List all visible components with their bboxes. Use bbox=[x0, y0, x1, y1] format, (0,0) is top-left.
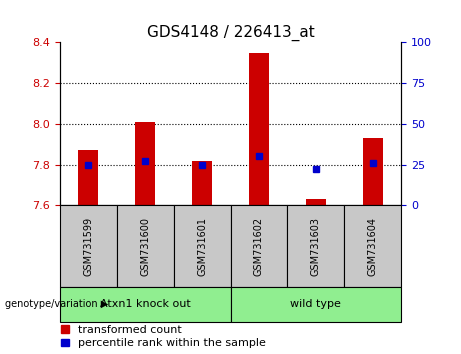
Legend: transformed count, percentile rank within the sample: transformed count, percentile rank withi… bbox=[61, 325, 266, 348]
Bar bbox=[230, 205, 287, 287]
Text: GSM731599: GSM731599 bbox=[83, 216, 94, 276]
Text: GSM731602: GSM731602 bbox=[254, 216, 264, 276]
Bar bbox=[60, 287, 230, 322]
Bar bbox=[249, 53, 269, 205]
Bar bbox=[135, 122, 155, 205]
Bar bbox=[117, 205, 174, 287]
Bar bbox=[306, 199, 326, 205]
Bar bbox=[60, 205, 117, 287]
Text: GSM731604: GSM731604 bbox=[367, 217, 378, 275]
Bar bbox=[230, 287, 401, 322]
Text: GSM731601: GSM731601 bbox=[197, 217, 207, 275]
Text: GSM731600: GSM731600 bbox=[140, 217, 150, 275]
Title: GDS4148 / 226413_at: GDS4148 / 226413_at bbox=[147, 25, 314, 41]
Text: wild type: wild type bbox=[290, 299, 341, 309]
Text: GSM731603: GSM731603 bbox=[311, 217, 321, 275]
Bar bbox=[344, 205, 401, 287]
Bar bbox=[174, 205, 230, 287]
Text: Atxn1 knock out: Atxn1 knock out bbox=[100, 299, 190, 309]
Bar bbox=[192, 161, 212, 205]
Text: genotype/variation ▶: genotype/variation ▶ bbox=[5, 299, 108, 309]
Bar bbox=[363, 138, 383, 205]
Bar bbox=[78, 150, 98, 205]
Bar bbox=[287, 205, 344, 287]
